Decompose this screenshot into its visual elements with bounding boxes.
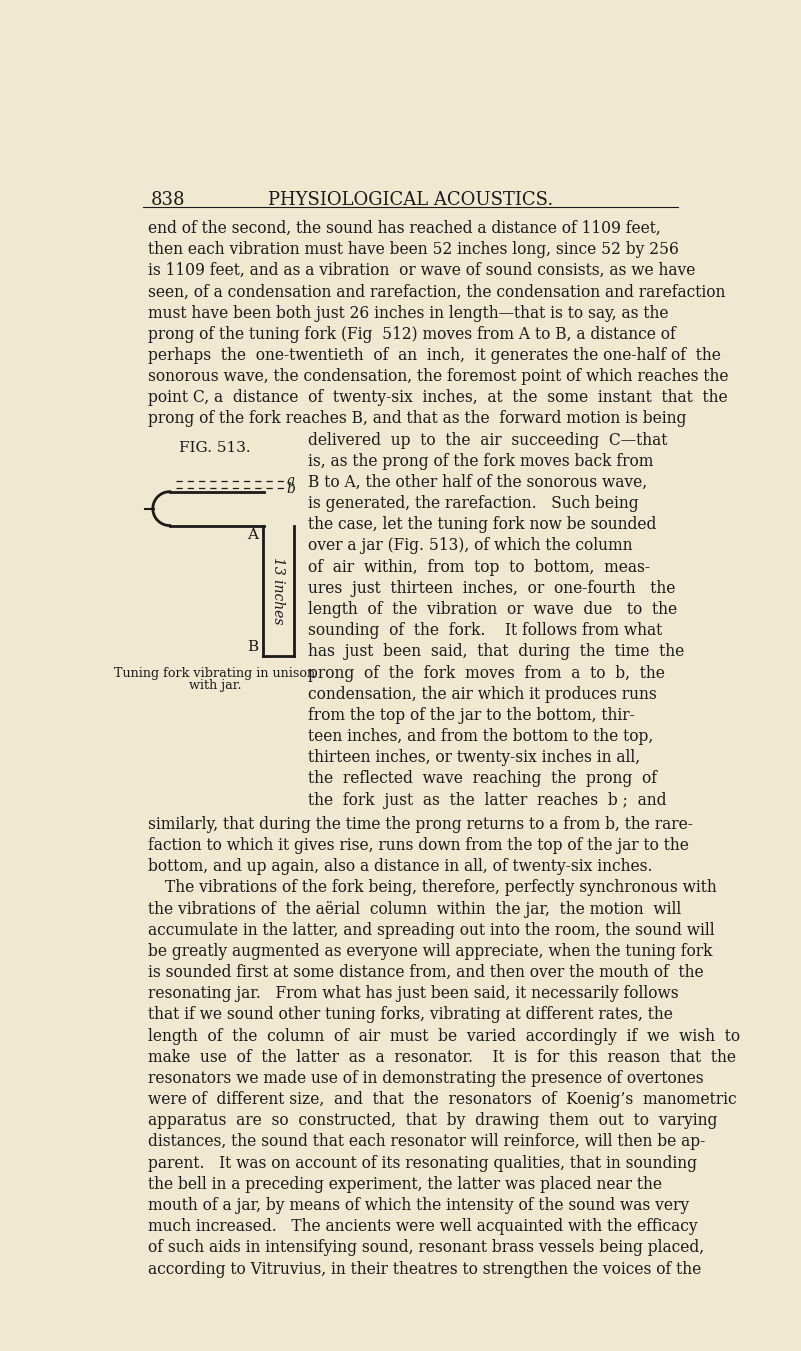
Text: teen inches, and from the bottom to the top,: teen inches, and from the bottom to the … [308,728,653,744]
Text: length  of  the  column  of  air  must  be  varied  accordingly  if  we  wish  t: length of the column of air must be vari… [148,1028,740,1044]
Text: sounding  of  the  fork.    It follows from what: sounding of the fork. It follows from wh… [308,623,662,639]
Text: FIG. 513.: FIG. 513. [179,440,251,455]
Text: the case, let the tuning fork now be sounded: the case, let the tuning fork now be sou… [308,516,656,534]
Text: apparatus  are  so  constructed,  that  by  drawing  them  out  to  varying: apparatus are so constructed, that by dr… [148,1112,718,1129]
Text: of  air  within,  from  top  to  bottom,  meas-: of air within, from top to bottom, meas- [308,559,650,576]
Text: Tuning fork vibrating in unison: Tuning fork vibrating in unison [115,667,316,681]
Text: faction to which it gives rise, runs down from the top of the jar to the: faction to which it gives rise, runs dow… [148,838,689,854]
Text: thirteen inches, or twenty-six inches in all,: thirteen inches, or twenty-six inches in… [308,750,640,766]
Text: parent.   It was on account of its resonating qualities, that in sounding: parent. It was on account of its resonat… [148,1155,697,1171]
Text: is generated, the rarefaction.   Such being: is generated, the rarefaction. Such bein… [308,496,638,512]
Text: A: A [248,528,258,542]
Text: prong of the fork reaches B, and that as the  forward motion is being: prong of the fork reaches B, and that as… [148,411,686,427]
Text: The vibrations of the fork being, therefore, perfectly synchronous with: The vibrations of the fork being, theref… [165,880,717,896]
Text: then each vibration must have been 52 inches long, since 52 by 256: then each vibration must have been 52 in… [148,240,679,258]
Text: the bell in a preceding experiment, the latter was placed near the: the bell in a preceding experiment, the … [148,1175,662,1193]
Text: PHYSIOLOGICAL ACOUSTICS.: PHYSIOLOGICAL ACOUSTICS. [268,192,553,209]
Text: over a jar (Fig. 513), of which the column: over a jar (Fig. 513), of which the colu… [308,538,632,554]
Text: perhaps  the  one-twentieth  of  an  inch,  it generates the one-half of  the: perhaps the one-twentieth of an inch, it… [148,347,721,363]
Text: must have been both just 26 inches in length—that is to say, as the: must have been both just 26 inches in le… [148,304,669,322]
Text: end of the second, the sound has reached a distance of 1109 feet,: end of the second, the sound has reached… [148,220,661,236]
Text: length  of  the  vibration  or  wave  due   to  the: length of the vibration or wave due to t… [308,601,677,617]
Text: accumulate in the latter, and spreading out into the room, the sound will: accumulate in the latter, and spreading … [148,921,714,939]
Text: make  use  of  the  latter  as  a  resonator.    It  is  for  this  reason  that: make use of the latter as a resonator. I… [148,1048,736,1066]
Text: condensation, the air which it produces runs: condensation, the air which it produces … [308,686,657,703]
Text: were of  different size,  and  that  the  resonators  of  Koenig’s  manometric: were of different size, and that the res… [148,1092,737,1108]
Text: prong  of  the  fork  moves  from  a  to  b,  the: prong of the fork moves from a to b, the [308,665,665,681]
Text: sonorous wave, the condensation, the foremost point of which reaches the: sonorous wave, the condensation, the for… [148,367,729,385]
Text: has  just  been  said,  that  during  the  time  the: has just been said, that during the time… [308,643,684,661]
Text: 13 inches: 13 inches [272,557,285,624]
Text: that if we sound other tuning forks, vibrating at different rates, the: that if we sound other tuning forks, vib… [148,1006,673,1024]
Text: B: B [247,640,258,654]
Text: 838: 838 [151,192,185,209]
Text: much increased.   The ancients were well acquainted with the efficacy: much increased. The ancients were well a… [148,1219,698,1235]
Text: resonating jar.   From what has just been said, it necessarily follows: resonating jar. From what has just been … [148,985,678,1002]
Text: resonators we made use of in demonstrating the presence of overtones: resonators we made use of in demonstrati… [148,1070,704,1088]
Text: the  fork  just  as  the  latter  reaches  b ;  and: the fork just as the latter reaches b ; … [308,792,666,809]
Text: the vibrations of  the aërial  column  within  the jar,  the motion  will: the vibrations of the aërial column with… [148,901,682,917]
Text: bottom, and up again, also a distance in all, of twenty-six inches.: bottom, and up again, also a distance in… [148,858,653,875]
Text: is 1109 feet, and as a vibration  or wave of sound consists, as we have: is 1109 feet, and as a vibration or wave… [148,262,695,280]
Text: b: b [286,481,295,496]
Text: a: a [286,474,295,488]
Text: mouth of a jar, by means of which the intensity of the sound was very: mouth of a jar, by means of which the in… [148,1197,690,1215]
Text: is sounded first at some distance from, and then over the mouth of  the: is sounded first at some distance from, … [148,965,704,981]
Text: from the top of the jar to the bottom, thir-: from the top of the jar to the bottom, t… [308,707,634,724]
Text: distances, the sound that each resonator will reinforce, will then be ap-: distances, the sound that each resonator… [148,1133,706,1151]
Text: B to A, the other half of the sonorous wave,: B to A, the other half of the sonorous w… [308,474,647,490]
Text: seen, of a condensation and rarefaction, the condensation and rarefaction: seen, of a condensation and rarefaction,… [148,284,726,300]
Text: delivered  up  to  the  air  succeeding  C—that: delivered up to the air succeeding C—tha… [308,431,667,449]
Text: the  reflected  wave  reaching  the  prong  of: the reflected wave reaching the prong of [308,770,657,788]
Text: prong of the tuning fork (Fig  512) moves from A to B, a distance of: prong of the tuning fork (Fig 512) moves… [148,326,676,343]
Text: is, as the prong of the fork moves back from: is, as the prong of the fork moves back … [308,453,653,470]
Text: be greatly augmented as everyone will appreciate, when the tuning fork: be greatly augmented as everyone will ap… [148,943,713,961]
Text: similarly, that during the time the prong returns to a from b, the rare-: similarly, that during the time the pron… [148,816,693,832]
Text: point C, a  distance  of  twenty-six  inches,  at  the  some  instant  that  the: point C, a distance of twenty-six inches… [148,389,728,407]
Text: with jar.: with jar. [188,678,241,692]
Text: ures  just  thirteen  inches,  or  one-fourth   the: ures just thirteen inches, or one-fourth… [308,580,675,597]
Text: of such aids in intensifying sound, resonant brass vessels being placed,: of such aids in intensifying sound, reso… [148,1239,704,1256]
Text: according to Vitruvius, in their theatres to strengthen the voices of the: according to Vitruvius, in their theatre… [148,1260,702,1278]
